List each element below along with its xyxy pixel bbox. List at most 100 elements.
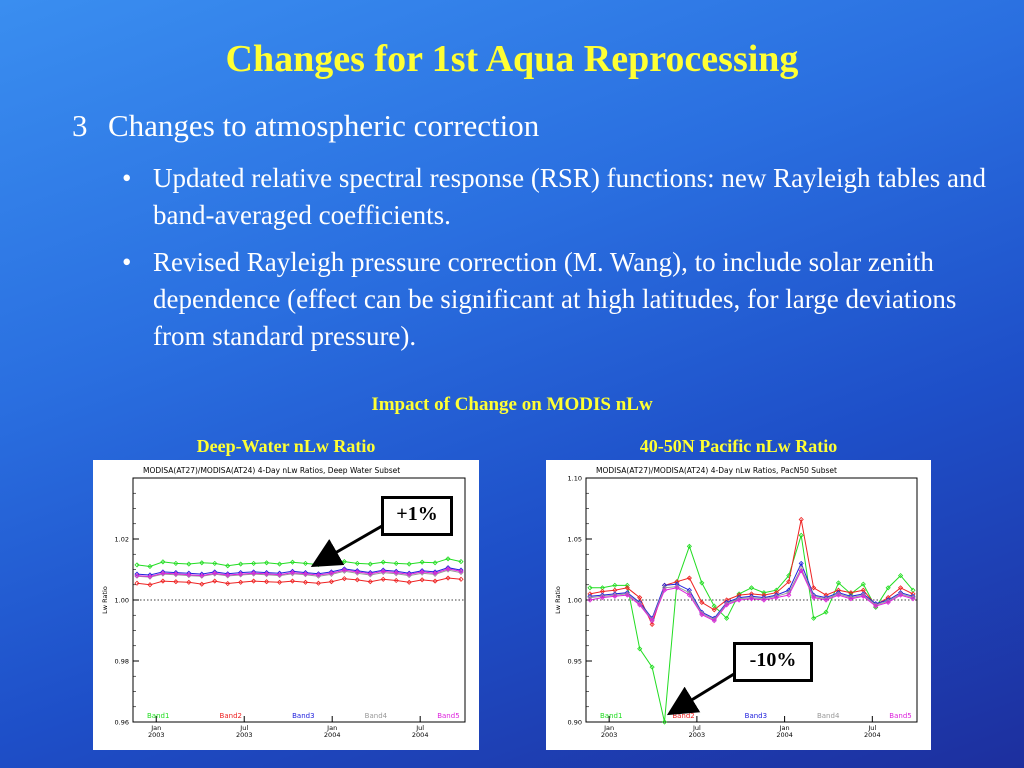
legend-entry-band5: Band5 — [889, 712, 911, 720]
data-point — [328, 579, 334, 585]
data-point — [199, 573, 205, 579]
data-point — [736, 597, 742, 603]
x-tick-label-year: 2004 — [412, 731, 429, 739]
data-point — [599, 585, 605, 591]
data-point — [898, 573, 904, 579]
data-point — [315, 580, 322, 586]
heading-number: 3 — [72, 108, 88, 143]
data-point — [637, 646, 643, 652]
data-point — [848, 596, 854, 602]
data-point — [711, 603, 717, 609]
data-point — [432, 578, 438, 584]
chart-pacific: MODISA(AT27)/MODISA(AT24) 4-Day nLw Rati… — [554, 466, 918, 739]
data-point — [289, 578, 296, 584]
data-point — [885, 599, 891, 606]
series-line-band1 — [136, 558, 462, 568]
data-point — [264, 560, 270, 566]
data-point — [835, 592, 842, 598]
bullet-dot: • — [122, 163, 132, 193]
data-point — [432, 570, 438, 576]
data-point — [686, 592, 692, 598]
legend-entry-band3: Band3 — [292, 712, 314, 720]
section-heading: 3 Changes to atmospheric correction — [72, 108, 539, 144]
data-point — [289, 559, 296, 565]
data-point — [212, 570, 218, 576]
data-point — [264, 579, 270, 585]
data-point — [458, 576, 464, 582]
data-point — [898, 592, 904, 598]
chart-panel-pacific: MODISA(AT27)/MODISA(AT24) 4-Day nLw Rati… — [546, 460, 931, 750]
data-point — [212, 560, 218, 566]
data-point — [134, 573, 140, 579]
data-point — [748, 585, 755, 591]
data-point — [786, 573, 792, 579]
data-point — [686, 575, 692, 581]
bullet-text: Revised Rayleigh pressure correction (M.… — [153, 247, 957, 351]
impact-title: Impact of Change on MODIS nLw — [371, 394, 653, 415]
data-point — [599, 594, 605, 601]
legend-entry-band1: Band1 — [600, 712, 622, 720]
data-point — [199, 573, 205, 579]
data-point — [419, 577, 425, 583]
data-point — [587, 597, 593, 603]
callout-minus-ten: -10% — [733, 642, 813, 682]
data-point — [251, 560, 257, 566]
data-point — [748, 596, 755, 602]
data-point — [637, 594, 643, 601]
y-axis-label: Lw Ratio — [101, 586, 109, 614]
data-point — [786, 592, 792, 598]
data-point — [289, 569, 296, 576]
data-point — [798, 516, 804, 523]
data-point — [649, 664, 655, 670]
plot-title: MODISA(AT27)/MODISA(AT24) 4-Day nLw Rati… — [596, 466, 837, 475]
x-tick-label-month: Jan — [603, 724, 614, 732]
data-point — [186, 572, 192, 578]
data-point — [761, 597, 767, 603]
legend-entry-band3: Band3 — [745, 712, 767, 720]
x-tick-label-year: 2003 — [236, 731, 253, 739]
x-tick-label-year: 2004 — [324, 731, 341, 739]
data-point — [173, 571, 179, 577]
data-point — [798, 568, 804, 574]
data-point — [160, 570, 166, 576]
series-line-band2 — [136, 577, 462, 586]
data-point — [186, 561, 192, 567]
data-point — [264, 571, 270, 577]
x-tick-label-month: Jul — [692, 724, 701, 732]
x-tick-label-year: 2004 — [776, 731, 793, 739]
data-point — [393, 569, 399, 576]
data-point — [587, 593, 593, 599]
data-point — [199, 560, 205, 566]
data-point — [860, 593, 866, 599]
y-tick-label: 1.05 — [568, 536, 582, 544]
data-point — [302, 571, 309, 577]
data-point — [860, 587, 866, 593]
chart-title-deep-water: Deep-Water nLw Ratio — [196, 436, 376, 456]
data-point — [823, 609, 829, 615]
data-point — [724, 602, 730, 608]
data-point — [134, 580, 140, 586]
bullet-dot: • — [122, 247, 132, 277]
data-point — [367, 579, 373, 585]
data-point — [238, 579, 244, 585]
data-point — [811, 594, 817, 601]
bullet-item: • Updated relative spectral response (RS… — [118, 160, 988, 234]
data-point — [699, 580, 705, 586]
data-point — [134, 562, 140, 568]
data-point — [599, 588, 605, 595]
data-point — [773, 594, 779, 601]
chart-deep-water: MODISA(AT27)/MODISA(AT24) 4-Day nLw Rati… — [101, 466, 466, 739]
data-point — [147, 563, 153, 570]
data-point — [661, 719, 668, 725]
data-point — [624, 585, 630, 591]
x-tick-label-year: 2004 — [864, 731, 881, 739]
data-point — [910, 587, 916, 593]
x-tick-label-month: Jan — [150, 724, 161, 732]
y-tick-label: 0.98 — [115, 658, 129, 666]
data-point — [276, 572, 283, 578]
data-point — [798, 560, 804, 566]
data-point — [354, 577, 360, 583]
data-point — [885, 585, 891, 591]
data-point — [637, 602, 643, 608]
y-tick-label: 0.90 — [568, 719, 582, 727]
